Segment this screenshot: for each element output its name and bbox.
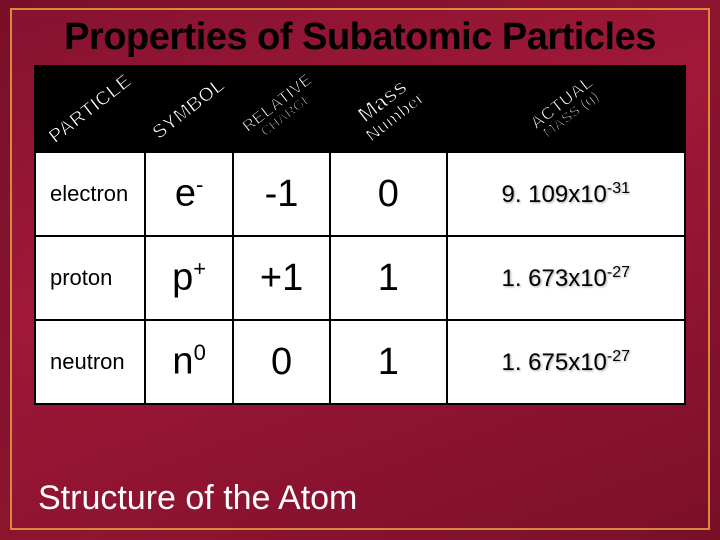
cell-mass: 1. 673x10-27 [447, 236, 686, 320]
cell-massnum: 0 [330, 152, 446, 236]
cell-symbol: e- [145, 152, 233, 236]
hdr-symbol: SYMBOL [149, 74, 229, 142]
cell-massnum: 1 [330, 236, 446, 320]
slide-frame: Properties of Subatomic Particles PARTIC… [10, 8, 710, 530]
mass-exp: -31 [607, 180, 630, 197]
sym-base: e [175, 173, 196, 215]
col-particle: PARTICLE [35, 66, 145, 152]
particle-table-wrap: PARTICLE SYMBOL RELATIVE CHARGE Mass [34, 65, 686, 405]
sym-sup: - [196, 172, 203, 197]
slide-title: Properties of Subatomic Particles [12, 10, 708, 63]
cell-particle: neutron [35, 320, 145, 404]
slide-footer: Structure of the Atom [38, 479, 357, 518]
cell-charge: -1 [233, 152, 330, 236]
table-header-row: PARTICLE SYMBOL RELATIVE CHARGE Mass [35, 66, 685, 152]
hdr-particle: PARTICLE [45, 70, 135, 146]
hdr-mass: ACTUAL MASS (g) [527, 73, 605, 144]
table-row: electron e- -1 0 9. 109x10-31 [35, 152, 685, 236]
cell-massnum: 1 [330, 320, 446, 404]
sym-base: n [172, 341, 193, 383]
mass-coef: 9. 109x10 [501, 181, 606, 208]
mass-coef: 1. 675x10 [501, 349, 606, 376]
cell-charge: +1 [233, 236, 330, 320]
cell-charge: 0 [233, 320, 330, 404]
cell-symbol: p+ [145, 236, 233, 320]
cell-particle: electron [35, 152, 145, 236]
mass-coef: 1. 673x10 [501, 265, 606, 292]
sym-sup: 0 [194, 340, 206, 365]
col-symbol: SYMBOL [145, 66, 233, 152]
cell-mass: 1. 675x10-27 [447, 320, 686, 404]
col-mass: ACTUAL MASS (g) [447, 66, 686, 152]
cell-particle: proton [35, 236, 145, 320]
col-massnum: Mass Number [330, 66, 446, 152]
mass-exp: -27 [607, 348, 630, 365]
hdr-massnum: Mass Number [349, 71, 427, 145]
particle-table: PARTICLE SYMBOL RELATIVE CHARGE Mass [34, 65, 686, 405]
table-body: electron e- -1 0 9. 109x10-31 proton p+ … [35, 152, 685, 404]
mass-exp: -27 [607, 264, 630, 281]
cell-mass: 9. 109x10-31 [447, 152, 686, 236]
cell-symbol: n0 [145, 320, 233, 404]
sym-base: p [172, 257, 193, 299]
sym-sup: + [193, 256, 206, 281]
table-row: proton p+ +1 1 1. 673x10-27 [35, 236, 685, 320]
col-charge: RELATIVE CHARGE [233, 66, 330, 152]
hdr-charge: RELATIVE CHARGE [239, 70, 323, 145]
table-row: neutron n0 0 1 1. 675x10-27 [35, 320, 685, 404]
